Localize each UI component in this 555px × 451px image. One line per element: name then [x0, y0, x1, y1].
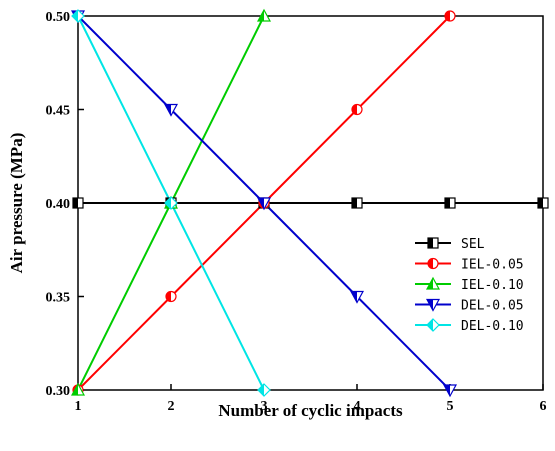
data-point [442, 384, 458, 398]
legend-marker [427, 237, 439, 249]
data-point [72, 197, 84, 209]
legend-label: DEL-0.10 [461, 319, 524, 334]
data-point [351, 197, 363, 209]
y-tick-label: 0.45 [46, 104, 71, 119]
legend-label: IEL-0.10 [461, 278, 524, 293]
legend-item: DEL-0.05 [415, 299, 524, 314]
data-point [163, 103, 179, 117]
y-tick-label: 0.30 [46, 384, 71, 399]
x-tick-label: 1 [75, 399, 82, 414]
data-point [537, 197, 549, 209]
x-tick-label: 4 [354, 399, 361, 414]
x-tick-label: 3 [261, 399, 268, 414]
legend-item: IEL-0.05 [415, 258, 524, 273]
legend-marker [425, 276, 441, 290]
legend-label: SEL [461, 237, 485, 252]
data-point [351, 103, 363, 116]
x-tick-label: 5 [447, 399, 454, 414]
data-point [164, 196, 178, 210]
legend-marker [425, 298, 441, 312]
y-axis-title: Air pressure (MPa) [7, 133, 26, 274]
legend: SEL IEL-0.05 IEL-0.10 DEL-0.05 DEL-0.10 [415, 237, 524, 334]
x-tick-label: 2 [168, 399, 175, 414]
legend-marker [426, 318, 440, 332]
legend-label: DEL-0.05 [461, 299, 524, 314]
legend-label: IEL-0.05 [461, 258, 524, 273]
data-point [71, 9, 85, 23]
legend-item: SEL [415, 237, 485, 252]
data-point [256, 8, 272, 22]
data-point [349, 290, 365, 304]
data-point [257, 383, 271, 397]
y-tick-label: 0.40 [46, 197, 71, 212]
x-axis-title: Number of cyclic impacts [218, 401, 403, 420]
y-tick-label: 0.35 [46, 291, 71, 306]
data-point [70, 382, 86, 396]
plot-area: 1 2 3 4 5 6 0.30 0.35 0.40 0.45 0.50 [46, 8, 549, 414]
data-point [444, 197, 456, 209]
data-point [256, 197, 272, 211]
legend-item: IEL-0.10 [415, 276, 524, 293]
y-tick-label: 0.50 [46, 10, 71, 25]
data-point [165, 290, 177, 303]
legend-marker [427, 257, 439, 270]
legend-item: DEL-0.10 [415, 318, 524, 334]
data-point [444, 10, 456, 22]
x-tick-label: 6 [540, 399, 547, 414]
